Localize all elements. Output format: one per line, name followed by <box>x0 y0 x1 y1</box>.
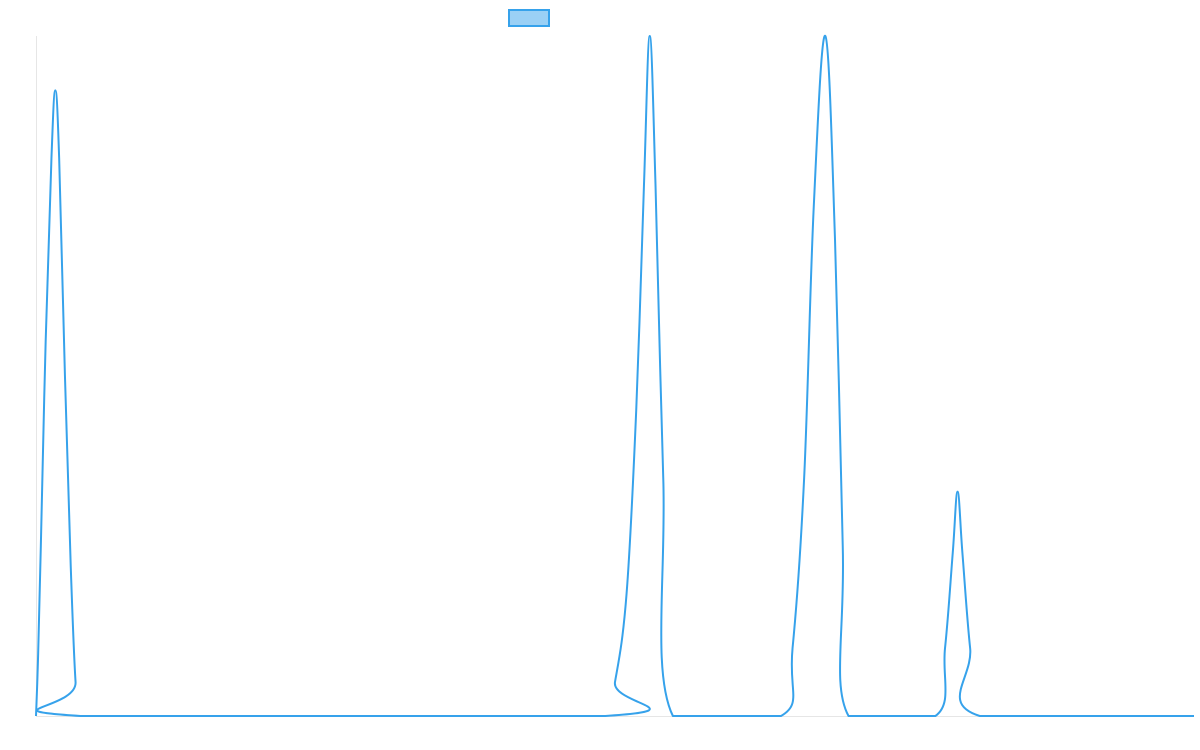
series-layer <box>35 34 1194 718</box>
legend[interactable] <box>508 9 556 27</box>
series-line-0[interactable] <box>35 34 1194 718</box>
legend-swatch[interactable] <box>508 9 550 27</box>
